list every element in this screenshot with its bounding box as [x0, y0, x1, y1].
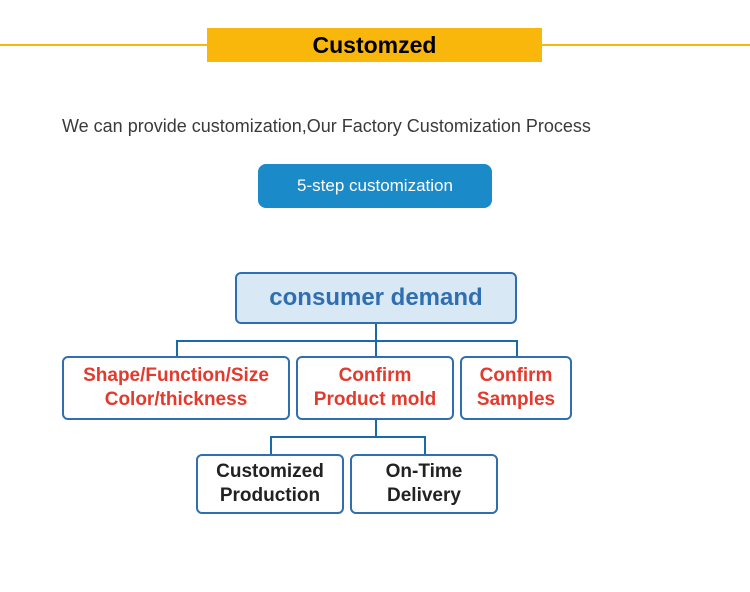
- node-root: consumer demand: [235, 272, 517, 324]
- node-n4: Customized Production: [196, 454, 344, 514]
- node-n2: Confirm Product mold: [296, 356, 454, 420]
- connector: [176, 340, 516, 342]
- step-button: 5-step customization: [258, 164, 492, 208]
- flowchart: consumer demand Shape/Function/Size Color…: [0, 254, 750, 592]
- connector: [270, 436, 424, 438]
- connector: [375, 324, 377, 340]
- node-n1: Shape/Function/Size Color/thickness: [62, 356, 290, 420]
- connector: [375, 340, 377, 356]
- connector: [375, 420, 377, 436]
- connector: [516, 340, 518, 356]
- connector: [424, 436, 426, 454]
- step-button-label: 5-step customization: [297, 176, 453, 196]
- subtitle-text: We can provide customization,Our Factory…: [62, 116, 591, 137]
- page-title-badge: Customzed: [207, 28, 542, 62]
- page-title: Customzed: [313, 32, 437, 59]
- node-n5: On-Time Delivery: [350, 454, 498, 514]
- connector: [176, 340, 178, 356]
- connector: [270, 436, 272, 454]
- node-n3: Confirm Samples: [460, 356, 572, 420]
